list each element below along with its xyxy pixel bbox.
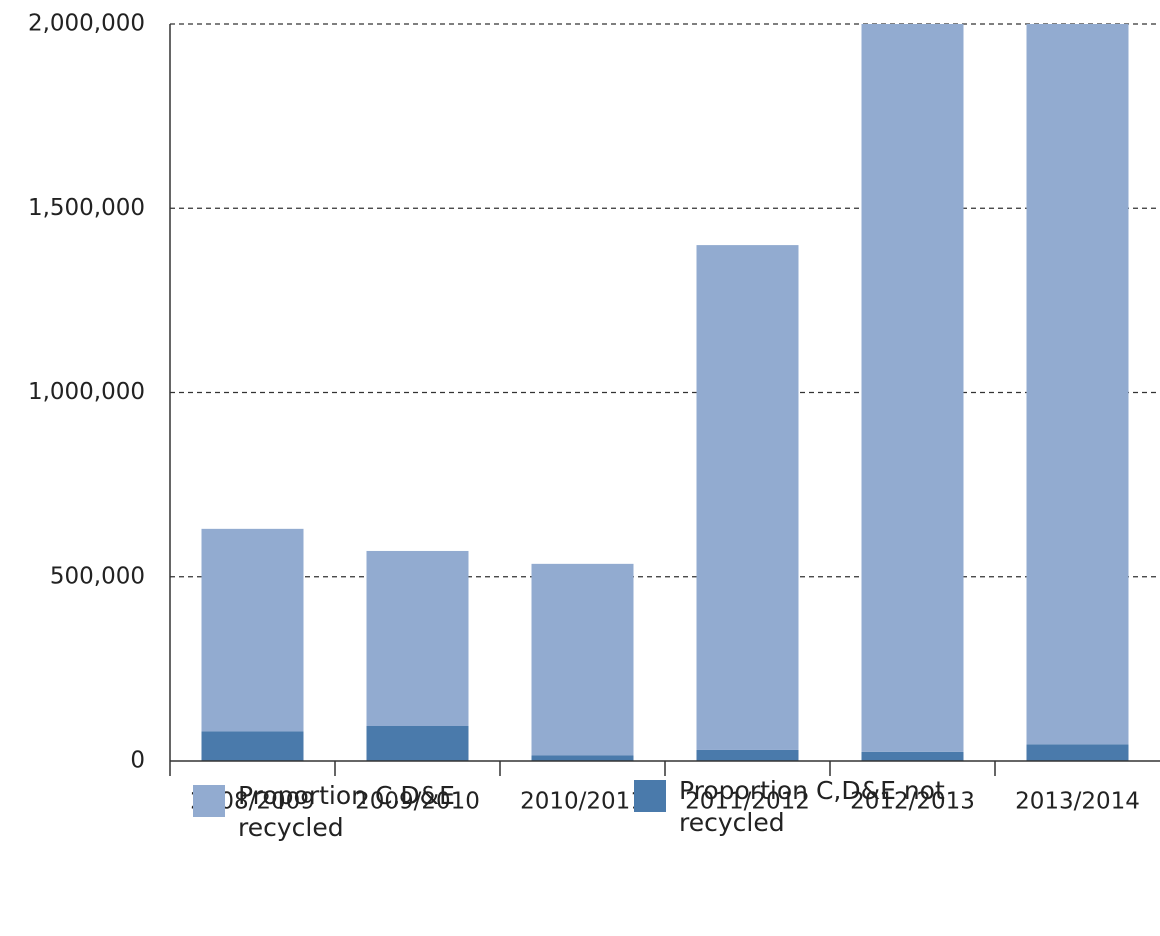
x-tick-label: 2010/2011 [520,789,645,815]
x-tick-label: 2009/2010 [355,789,480,815]
y-tick-label: 2,000,000 [28,11,145,37]
bar-segment [201,731,304,761]
y-tick-label: 1,500,000 [28,195,145,221]
bar-segment [1026,744,1129,761]
legend-item: Proportion C,D&E recycled [193,780,508,844]
bar-segment [201,528,304,732]
bar-segment [861,24,964,752]
y-tick-label: 1,000,000 [28,379,145,405]
legend-label: Proportion C,D&E not recycled [679,776,945,837]
bar-segment [696,749,799,761]
x-tick-label: 2011/2012 [685,789,810,815]
y-tick-label: 0 [130,748,145,774]
y-tick-label: 500,000 [50,563,145,589]
bar-segment [366,725,469,761]
legend-label: Proportion C,D&E recycled [238,781,455,842]
legend-swatch [193,785,225,817]
chart: 0500,0001,000,0001,500,0002,000,0002008/… [28,11,1160,815]
bar-segment [531,563,634,756]
bar-segment [861,751,964,761]
legend-swatch [634,780,666,812]
legend-item: Proportion C,D&E not recycled [634,775,949,839]
x-tick-label: 2012/2013 [850,789,975,815]
bar-segment [531,755,634,761]
bar-segment [366,550,469,726]
bar-segment [1026,24,1129,745]
x-tick-label: 2013/2014 [1015,789,1140,815]
bar-segment [696,245,799,750]
